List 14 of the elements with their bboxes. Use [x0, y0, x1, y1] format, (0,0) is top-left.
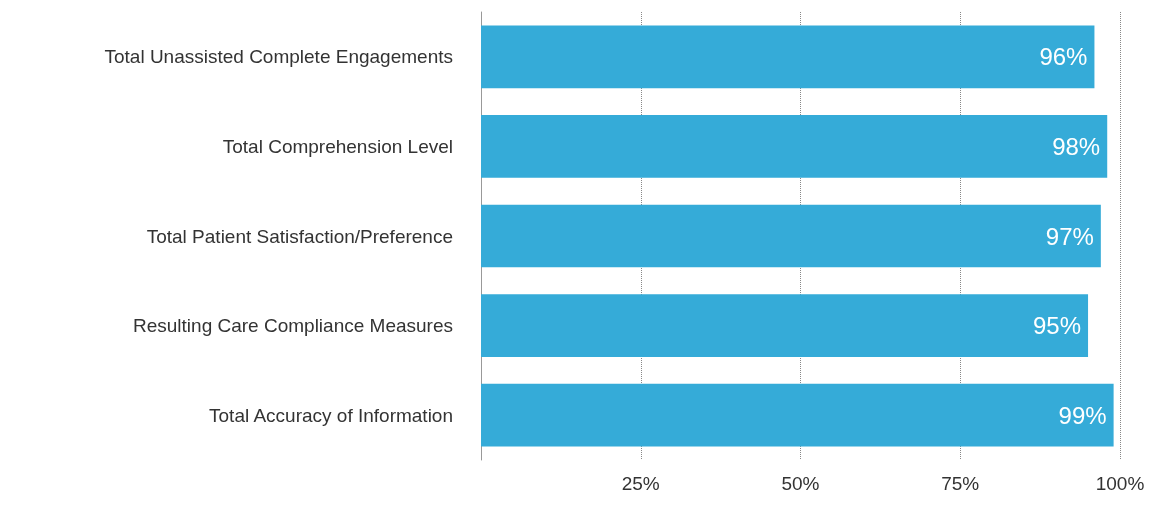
- data-label: 97%: [1045, 222, 1094, 250]
- data-label: 98%: [1052, 132, 1101, 160]
- data-label: 99%: [1058, 401, 1107, 429]
- x-tick-label: 75%: [941, 473, 980, 494]
- y-tick-label: Total Comprehension Level: [222, 135, 453, 157]
- y-tick-label: Total Unassisted Complete Engagements: [104, 46, 453, 68]
- y-tick-label: Resulting Care Compliance Measures: [133, 315, 453, 337]
- y-tick-label: Total Patient Satisfaction/Preference: [146, 225, 453, 247]
- y-tick-label: Total Accuracy of Information: [209, 404, 453, 426]
- x-tick-label: 50%: [781, 473, 820, 494]
- x-tick-label: 25%: [621, 473, 660, 494]
- data-label: 95%: [1033, 312, 1082, 340]
- data-label: 96%: [1039, 43, 1088, 71]
- x-tick-label: 100%: [1095, 473, 1145, 494]
